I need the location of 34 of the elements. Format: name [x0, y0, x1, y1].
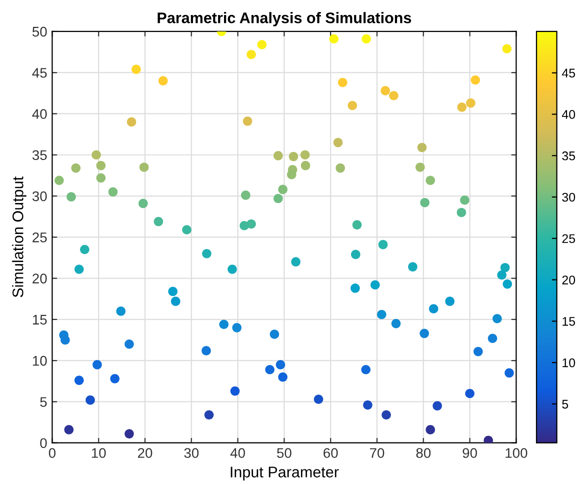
- color-bar-label: 30: [562, 192, 576, 202]
- color-bar-label: 25: [562, 234, 576, 244]
- x-tick-label: 20: [138, 448, 152, 458]
- color-bar-label: 45: [562, 68, 576, 78]
- x-tick-label: 30: [184, 448, 199, 458]
- y-tick-label: 20: [32, 274, 47, 284]
- y-tick-label: 10: [32, 356, 47, 366]
- y-tick-label: 40: [32, 109, 47, 119]
- color-bar-label: 20: [562, 276, 576, 284]
- x-tick-label: 40: [230, 448, 245, 458]
- x-tick-label: 90: [462, 448, 477, 458]
- color-bar-label: 40: [562, 110, 576, 119]
- y-tick-label: 45: [32, 68, 47, 78]
- y-axis-title: Simulation Output: [12, 176, 26, 298]
- color-bar-label: 15: [562, 317, 576, 326]
- color-bar-label: 35: [562, 151, 576, 160]
- x-tick-label: 80: [416, 448, 431, 458]
- y-tick-label: 30: [32, 191, 47, 202]
- color-bar-label: 10: [562, 358, 576, 368]
- y-tick-label: 25: [32, 232, 47, 242]
- y-tick-label: 5: [40, 397, 47, 407]
- chart-title: Parametric Analysis of Simulations: [158, 12, 412, 26]
- x-tick-label: 70: [370, 448, 384, 458]
- x-tick-label: 50: [277, 448, 292, 458]
- y-tick-label: 35: [32, 150, 47, 160]
- y-tick-label: 15: [32, 314, 47, 325]
- y-tick-label: 50: [32, 26, 47, 37]
- x-tick-label: 0: [48, 448, 56, 458]
- y-tick-label: 0: [40, 438, 47, 448]
- x-tick-label: 10: [92, 448, 106, 458]
- color-bar-label: 5: [562, 400, 568, 409]
- x-tick-label: 100: [506, 448, 528, 458]
- x-axis-title: Input Parameter: [230, 466, 339, 480]
- x-tick-label: 60: [324, 448, 338, 458]
